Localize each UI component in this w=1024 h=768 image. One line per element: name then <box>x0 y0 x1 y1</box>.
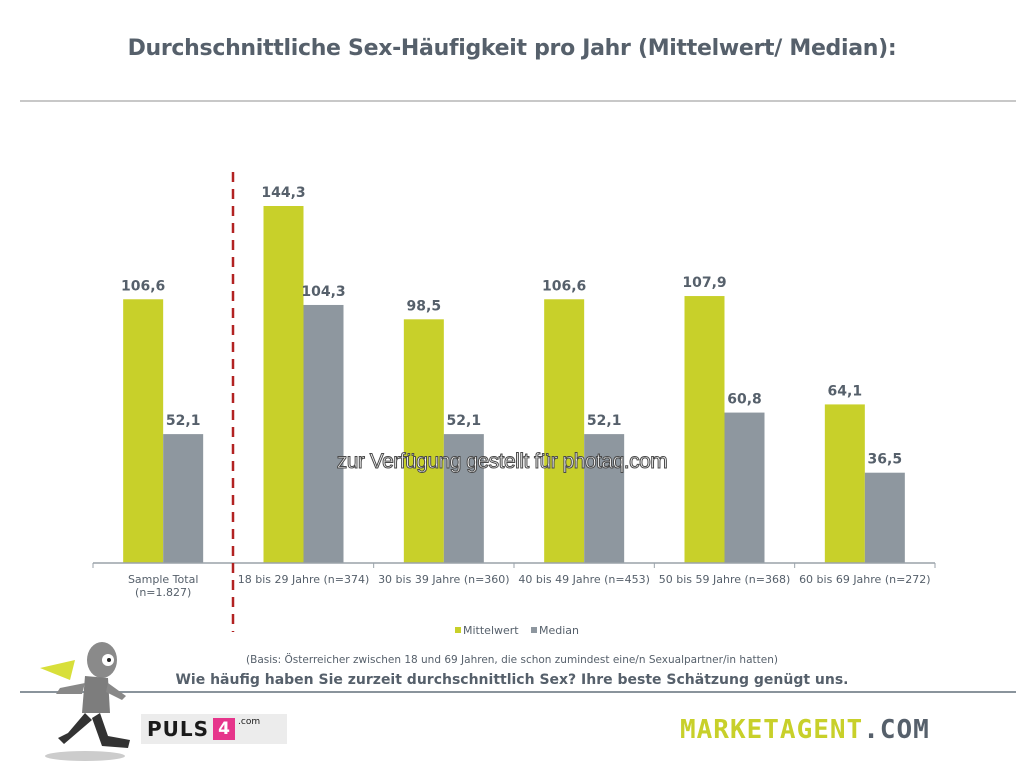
puls-logo-text: PULS <box>147 717 210 741</box>
bar-median <box>724 412 765 563</box>
puls4-logo: PULS 4 .com <box>141 714 287 744</box>
x-tick-label: 60 bis 69 Jahre (n=272) <box>799 573 931 586</box>
puls-logo-box: 4 <box>213 718 236 740</box>
marketagent-logo: MARKETAGENT.COM <box>680 715 930 745</box>
bar-median <box>443 434 484 563</box>
bar-median <box>864 472 905 563</box>
watermark: zur Verfügung gestellt für photaq.com <box>336 450 668 474</box>
top-divider <box>20 100 1016 102</box>
data-label: 106,6 <box>121 278 165 294</box>
legend-label-median: Median <box>539 624 579 637</box>
bar-chart: 106,6 52,1 Sample Total(n=1.827) 144,3 104,3… <box>92 172 936 637</box>
puls-logo-com: .com <box>238 717 261 727</box>
data-label: 36,5 <box>868 452 903 468</box>
bar-mittelwert <box>684 296 725 563</box>
bar-median <box>163 434 204 563</box>
data-label: 98,5 <box>407 298 442 314</box>
data-label: 64,1 <box>828 383 863 399</box>
marketagent-logo-main: MARKETAGENT <box>680 715 864 745</box>
legend-label-mittelwert: Mittelwert <box>463 624 519 637</box>
data-label: 104,3 <box>301 284 345 300</box>
chart-title: Durchschnittliche Sex-Häufigkeit pro Jah… <box>127 36 897 61</box>
x-tick-label: 40 bis 49 Jahre (n=453) <box>518 573 650 586</box>
legend-swatch-median <box>531 627 537 633</box>
x-tick-label: Sample Total <box>128 573 198 586</box>
legend-swatch-mittelwert <box>455 627 461 633</box>
data-label: 144,3 <box>261 185 305 201</box>
x-tick-label: (n=1.827) <box>135 586 191 599</box>
bar-mittelwert <box>403 319 444 563</box>
data-label: 52,1 <box>166 413 201 429</box>
bar-median <box>584 434 625 563</box>
data-label: 107,9 <box>682 275 726 291</box>
running-mascot-icon <box>40 642 130 761</box>
bar-mittelwert <box>544 299 585 563</box>
x-tick-label: 18 bis 29 Jahre (n=374) <box>238 573 370 586</box>
data-label: 52,1 <box>447 413 482 429</box>
marketagent-logo-com: .COM <box>863 715 930 745</box>
survey-question: Wie häufig haben Sie zurzeit durchschnit… <box>175 672 849 688</box>
data-label: 106,6 <box>542 278 586 294</box>
data-label: 60,8 <box>727 392 762 408</box>
x-tick-label: 50 bis 59 Jahre (n=368) <box>659 573 791 586</box>
data-label: 52,1 <box>587 413 622 429</box>
x-tick-label: 30 bis 39 Jahre (n=360) <box>378 573 510 586</box>
bar-mittelwert <box>263 206 304 563</box>
bar-median <box>303 304 344 563</box>
bar-mittelwert <box>123 299 164 563</box>
bar-mittelwert <box>824 404 865 563</box>
bottom-divider <box>20 691 1016 693</box>
basis-note: (Basis: Österreicher zwischen 18 und 69 … <box>246 654 778 666</box>
